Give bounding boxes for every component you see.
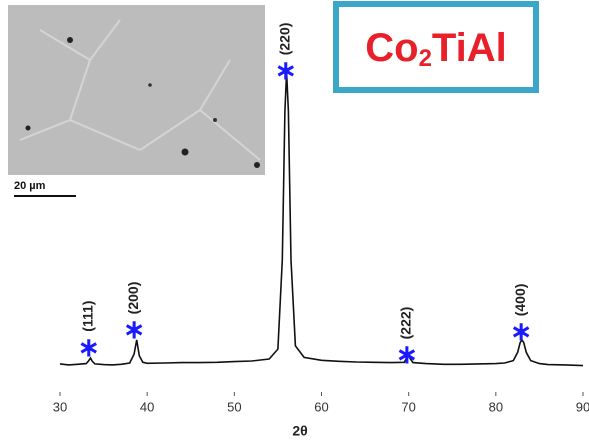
x-tick-label: 40: [140, 399, 154, 414]
x-tick-label: 30: [53, 399, 67, 414]
x-tick-label: 80: [489, 399, 503, 414]
sem-inset: 20 µm: [8, 5, 265, 197]
pore: [181, 148, 189, 156]
peak-marker: ∗: [78, 332, 100, 362]
pore: [67, 37, 73, 43]
x-axis-label: 2θ: [292, 423, 307, 439]
peak-marker: ∗: [123, 314, 145, 344]
peak-label: (200): [125, 282, 141, 315]
peak-marker: ∗: [396, 339, 418, 369]
title-part: TiAl: [432, 26, 507, 70]
peak-marker: ∗: [275, 55, 297, 85]
x-tick-label: 70: [401, 399, 415, 414]
title-box: [333, 1, 539, 93]
x-tick-label: 90: [576, 399, 589, 414]
peak-label: (111): [79, 301, 95, 332]
title-subscript: 2: [419, 45, 432, 72]
pore: [254, 162, 260, 168]
x-tick-label: 60: [314, 399, 328, 414]
pore: [25, 125, 31, 131]
peak-marker: ∗: [510, 316, 532, 346]
chart-title: Co2TiAl: [365, 26, 507, 73]
xrd-pattern: [59, 71, 584, 367]
peak-label: (220): [276, 23, 292, 56]
pore: [213, 118, 217, 122]
peak-label: (400): [512, 284, 528, 317]
scale-label: 20 µm: [14, 180, 46, 192]
grain-boundaries: [19, 19, 261, 161]
pore: [148, 83, 152, 87]
x-tick-label: 50: [227, 399, 241, 414]
title-part: Co: [365, 26, 418, 70]
sem-image: [8, 5, 265, 175]
peak-label: (222): [398, 307, 414, 340]
